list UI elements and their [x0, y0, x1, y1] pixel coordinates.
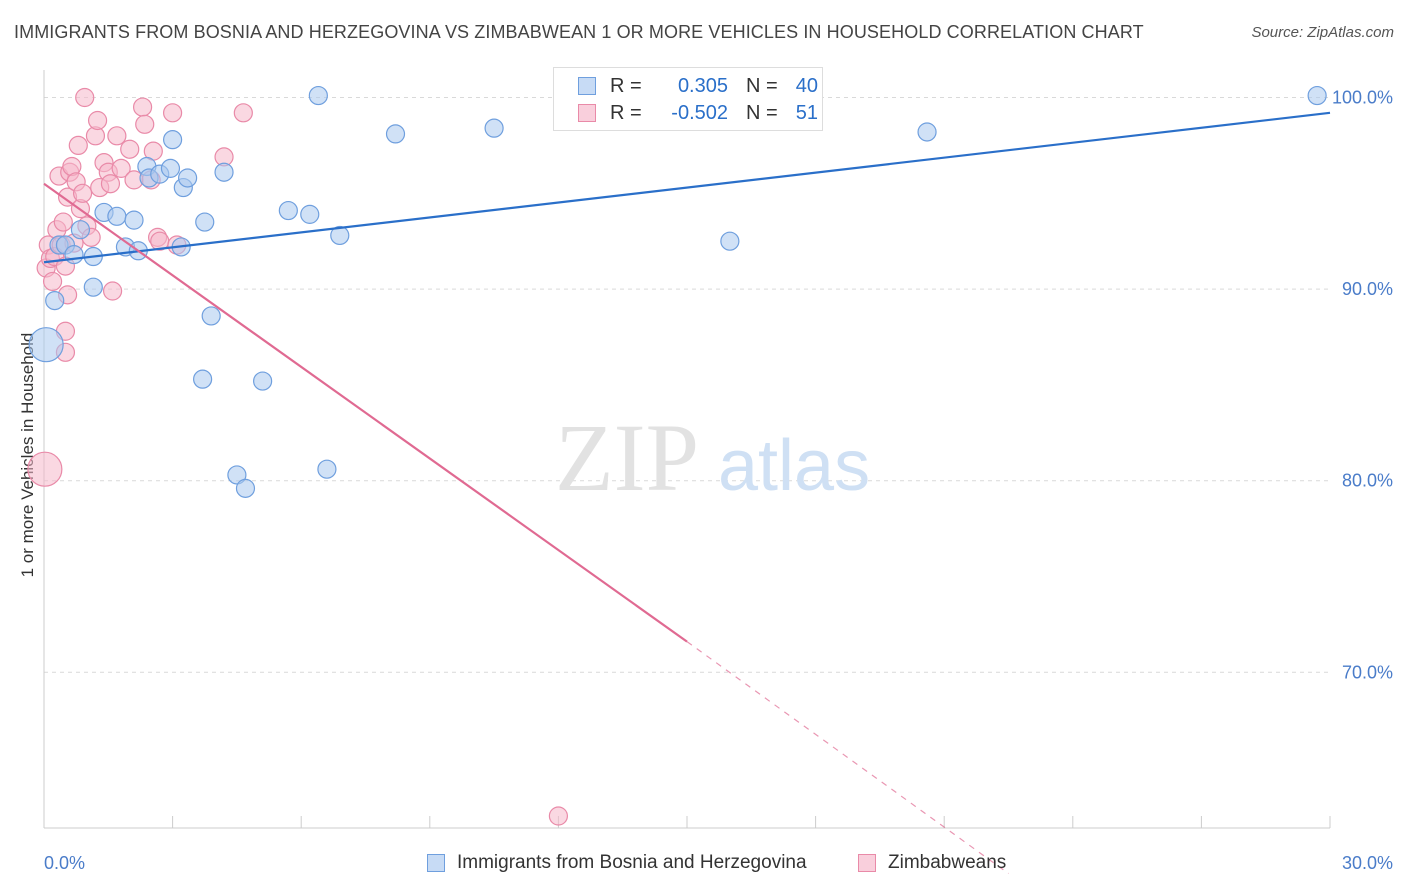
zimbabwean-point: [107, 126, 127, 146]
zimbabwean-point: [163, 103, 183, 123]
y-tick-label: 100.0%: [1332, 88, 1393, 108]
zimbabwean-point: [87, 110, 108, 131]
bosnia-point: [235, 478, 256, 498]
bosnia-point: [308, 85, 328, 106]
trend-line-zimbabweans-extension: [686, 641, 1009, 874]
legend-n-label: N =: [746, 101, 778, 124]
y-tick-label: 70.0%: [1342, 662, 1393, 682]
stats-legend: R = 0.305 N = 40 R = -0.502 N = 51: [553, 67, 823, 131]
bosnia-point: [917, 122, 937, 142]
bottom-legend-label-zimbabweans: Zimbabweans: [888, 852, 1007, 873]
bottom-legend-swatch-pink: [858, 854, 876, 872]
legend-n-label: N =: [746, 74, 778, 97]
zimbabwean-point: [102, 281, 123, 301]
bosnia-point: [214, 162, 234, 182]
zimbabwean-point: [120, 139, 140, 159]
x-tick-labels: 0.0% 30.0%: [44, 853, 1393, 873]
legend-n-value: 51: [795, 101, 818, 124]
bosnia-point: [163, 130, 183, 150]
bosnia-point: [64, 245, 84, 265]
chart-title: IMMIGRANTS FROM BOSNIA AND HERZEGOVINA V…: [14, 22, 1144, 42]
bottom-legend-swatch-blue: [427, 854, 445, 872]
source-label: Source: ZipAtlas.com: [1251, 24, 1394, 41]
trend-line-zimbabweans: [43, 182, 688, 643]
bosnia-point: [317, 459, 337, 479]
x-tick-label: 0.0%: [44, 853, 85, 873]
legend-row-bosnia: R = 0.305 N = 40: [578, 73, 818, 99]
bosnia-point: [253, 371, 273, 391]
y-tick-label: 90.0%: [1342, 279, 1393, 299]
zimbabwean-point: [548, 806, 569, 826]
bosnia-point: [300, 204, 320, 224]
watermark-atlas: atlas: [718, 426, 870, 506]
zimbabwean-point: [100, 174, 121, 194]
bosnia-point: [1307, 85, 1327, 106]
x-tick-label: 30.0%: [1342, 853, 1393, 873]
y-tick-label: 80.0%: [1342, 471, 1393, 491]
zimbabwean-point: [111, 158, 131, 178]
zimbabwean-point: [75, 87, 95, 108]
legend-swatch-pink: [578, 104, 596, 122]
bottom-legend-label-bosnia: Immigrants from Bosnia and Herzegovina: [457, 852, 807, 873]
watermark: ZIP atlas: [555, 404, 870, 511]
zimbabwean-point: [42, 271, 63, 292]
bosnia-point: [330, 225, 350, 246]
legend-r-label: R =: [610, 74, 642, 97]
series-zimbabweans-points: [27, 87, 569, 826]
bosnia-point: [178, 168, 198, 188]
bosnia-point: [160, 158, 181, 178]
gridlines: [44, 97, 1330, 673]
zimbabwean-point: [27, 451, 63, 487]
bosnia-point: [70, 220, 91, 240]
zimbabwean-point: [135, 114, 155, 134]
trend-lines: [43, 111, 1331, 874]
legend-n-value: 40: [795, 74, 818, 97]
bosnia-point: [278, 200, 298, 221]
bosnia-point: [484, 118, 504, 138]
bosnia-point: [45, 290, 65, 311]
bosnia-point: [201, 306, 221, 326]
bottom-legend-bosnia: Immigrants from Bosnia and Herzegovina: [427, 852, 807, 874]
legend-r-value: -0.502: [671, 101, 728, 124]
legend-swatch-blue: [578, 77, 596, 95]
bosnia-point: [83, 277, 103, 297]
bosnia-point: [385, 124, 406, 144]
zimbabwean-point: [233, 103, 253, 123]
zimbabwean-point: [53, 212, 73, 232]
bosnia-point: [195, 212, 215, 232]
trend-line-bosnia: [43, 111, 1331, 264]
bottom-legend-zimbabweans: Zimbabweans: [858, 852, 1006, 874]
zimbabwean-point: [68, 135, 88, 155]
bosnia-point: [107, 206, 127, 226]
legend-row-zimbabweans: R = -0.502 N = 51: [578, 100, 818, 126]
legend-r-label: R =: [610, 101, 642, 124]
bosnia-point: [193, 369, 213, 389]
bosnia-point: [720, 231, 740, 251]
zimbabwean-point: [132, 97, 153, 117]
bosnia-point: [124, 210, 144, 230]
watermark-zip: ZIP: [555, 404, 699, 511]
legend-r-value: 0.305: [677, 74, 728, 97]
series-bosnia-points: [28, 85, 1327, 498]
y-tick-labels: 100.0% 90.0% 80.0% 70.0%: [1332, 88, 1393, 683]
bosnia-point: [28, 327, 64, 363]
zimbabwean-point: [72, 183, 93, 203]
bosnia-point: [227, 465, 247, 485]
